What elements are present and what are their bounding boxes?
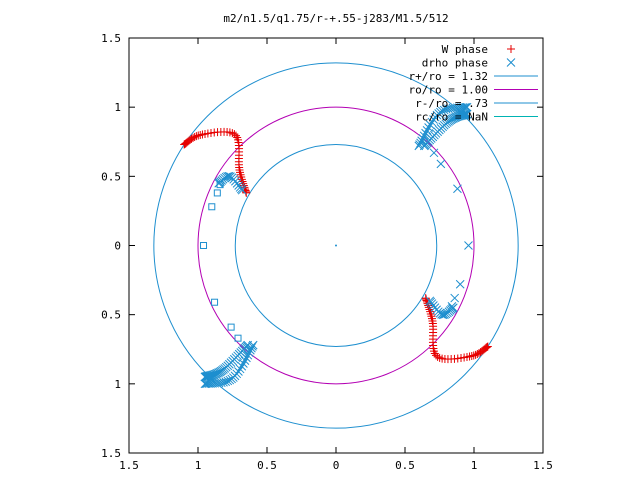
drho-phase-sparse--point	[227, 323, 235, 331]
drho-phase-point	[201, 379, 211, 389]
w-phase-point	[189, 133, 198, 142]
drho-phase-sparse--point	[216, 181, 224, 189]
drho-phase-point	[438, 310, 448, 320]
w-phase-point	[473, 350, 482, 359]
drho-phase-point	[419, 131, 429, 141]
drho-phase-point	[239, 359, 248, 368]
drho-phase-sparse--point	[234, 334, 242, 342]
drho-phase-point	[235, 364, 245, 374]
w-phase-point	[242, 188, 251, 197]
drho-phase-point	[204, 379, 214, 388]
drho-phase-point	[200, 379, 210, 389]
drho-phase-sparse--point	[453, 184, 462, 194]
data-points	[180, 102, 492, 389]
drho-phase-sparse--point	[447, 302, 457, 311]
drho-phase-point	[224, 171, 234, 181]
w-phase-point	[471, 350, 480, 359]
x-tick-label: 0.5	[395, 459, 415, 472]
origin-point	[335, 244, 337, 247]
drho-phase-sparse--point	[455, 279, 465, 289]
legend-swatch	[506, 58, 516, 67]
drho-phase-point	[422, 125, 432, 135]
y-tick-label: 1	[114, 378, 121, 391]
drho-phase-point	[458, 103, 468, 112]
x-tick-label: 1.5	[119, 459, 139, 472]
reference-circles	[153, 62, 519, 429]
drho-phase-sparse--point	[436, 159, 446, 169]
w-phase-point	[421, 294, 430, 303]
w-phase-point	[432, 351, 441, 360]
legend-swatch	[507, 45, 515, 53]
x-tick-label: 0.5	[257, 459, 277, 472]
x-tick-label: 1	[471, 459, 478, 472]
drho-phase-point	[207, 370, 216, 380]
drho-phase-point	[202, 379, 212, 388]
w-phase-point	[474, 349, 483, 358]
x-tick-label: 1.5	[533, 459, 553, 472]
legend-label: drho phase	[422, 57, 488, 70]
y-tick-label: 1.5	[101, 32, 121, 45]
drho-phase-sparse--point	[200, 242, 208, 249]
drho-phase-sparse--point	[208, 203, 216, 211]
legend-label: W phase	[442, 43, 488, 56]
w-phase-point	[469, 351, 478, 360]
w-phase-point	[194, 131, 203, 140]
w-phase-point	[190, 132, 199, 141]
legend-label: rc/ro = NaN	[415, 111, 488, 124]
drho-phase-point	[237, 361, 247, 371]
y-tick-label: 0	[114, 240, 121, 253]
drho-phase-point	[419, 141, 429, 151]
w-phase-point	[231, 131, 240, 140]
drho-phase-point	[425, 120, 435, 130]
y-tick-label: 0.5	[101, 309, 121, 322]
drho-phase-point	[243, 350, 253, 360]
drho-phase-point	[242, 353, 251, 363]
drho-phase-point	[462, 102, 472, 112]
drho-phase-point	[214, 178, 224, 188]
drho-phase-point	[427, 117, 437, 127]
circle-0	[153, 62, 519, 429]
drho-phase-point	[247, 343, 256, 353]
drho-phase-point	[240, 356, 250, 366]
drho-phase-sparse--point	[213, 189, 221, 197]
drho-phase-point	[244, 348, 254, 357]
drho-phase-sparse--point	[211, 298, 219, 306]
x-tick-label: 1	[195, 459, 202, 472]
drho-phase-sparse--point	[464, 241, 473, 250]
legend-label: r+/ro = 1.32	[409, 70, 488, 83]
drho-phase-point	[460, 103, 470, 112]
y-tick-label: 0.5	[101, 170, 121, 183]
circle-2	[234, 144, 438, 347]
drho-phase-sparse--point	[450, 293, 460, 303]
drho-phase-sparse--point	[429, 148, 439, 158]
drho-phase-point	[424, 123, 433, 132]
legend-label: ro/ro = 1.00	[409, 84, 488, 97]
x-tick-label: 0	[333, 459, 340, 472]
y-tick-label: 1.5	[101, 447, 121, 460]
circle-1	[197, 106, 475, 385]
y-tick-label: 1	[114, 101, 121, 114]
drho-phase-point	[456, 111, 465, 121]
drho-phase-point	[246, 345, 255, 355]
axis-ticks: 1.5 1 0.5 0 0.5 1 1.51.510.500.511.5	[101, 32, 553, 472]
legend-label: r-/ro = .73	[415, 97, 488, 110]
chart-title: m2/n1.5/q1.75/r-+.55-j283/M1.5/512	[223, 12, 448, 25]
w-phase-point	[192, 132, 201, 141]
